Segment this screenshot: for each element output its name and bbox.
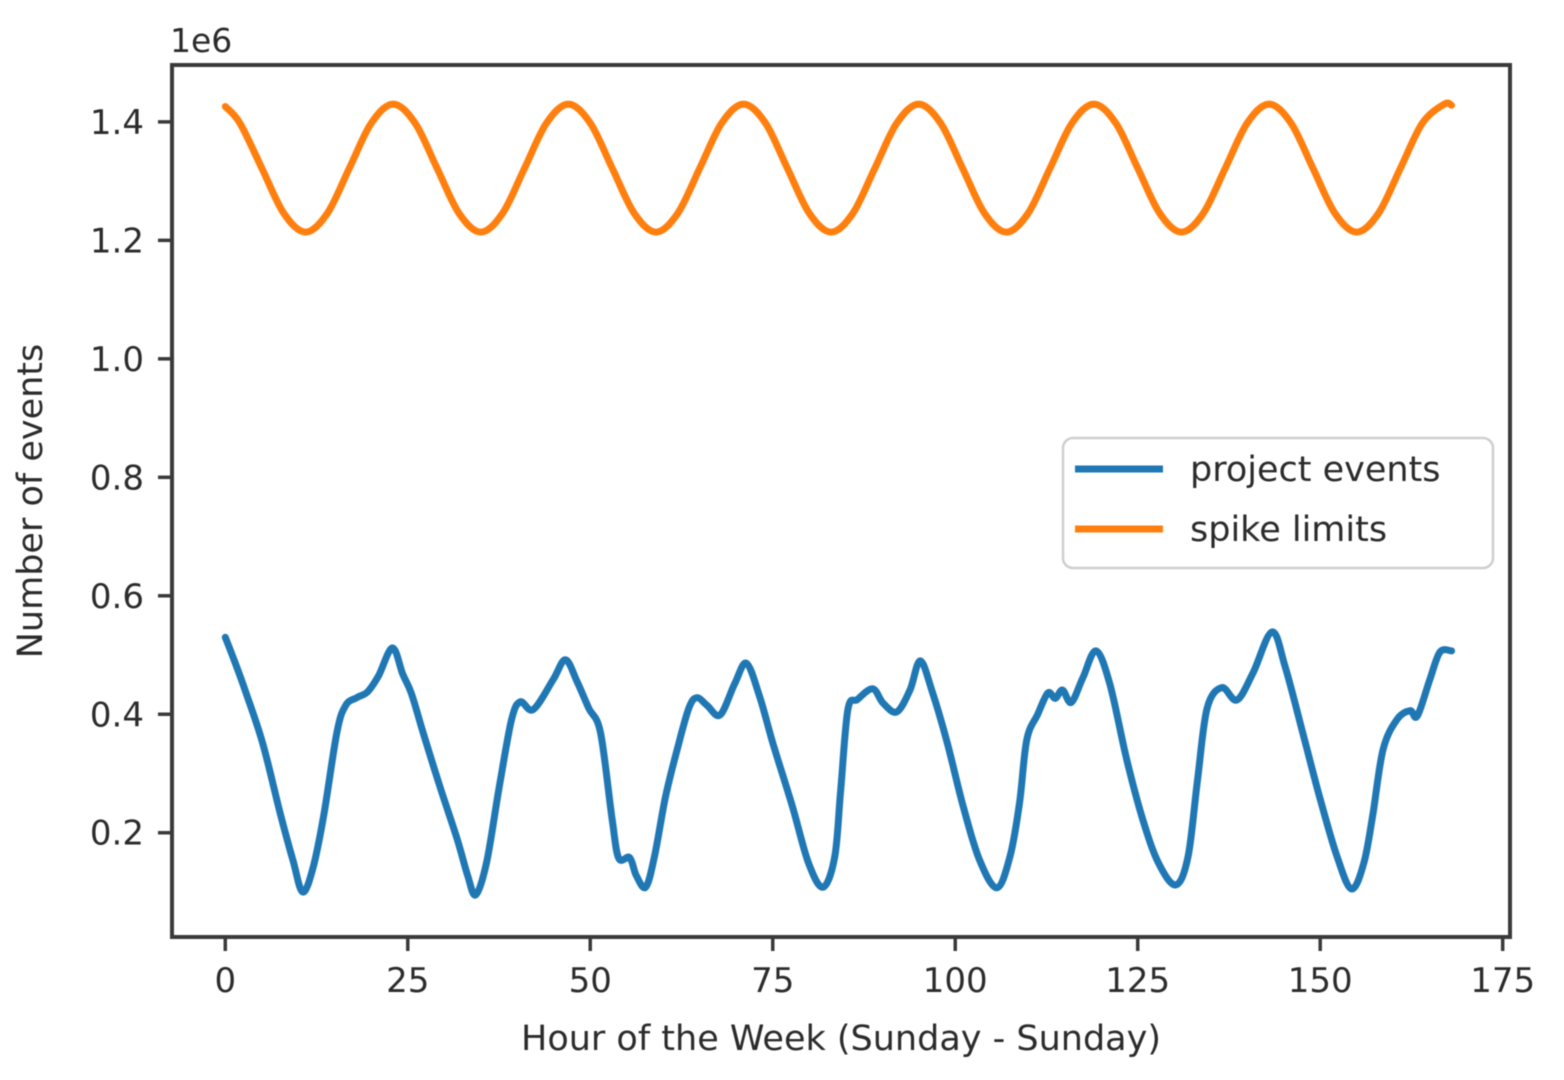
y-tick-label: 0.8 <box>90 458 144 498</box>
x-tick-label: 100 <box>923 961 988 1001</box>
legend-frame <box>1061 436 1495 570</box>
x-axis-ticks: 0 25 50 75 100 125 150 175 <box>214 937 1535 1001</box>
x-tick-label: 0 <box>214 961 236 1001</box>
y-tick-label: 1.2 <box>90 221 144 261</box>
y-tick-label: 1.0 <box>90 340 144 380</box>
legend-label-project-events: project events <box>1190 450 1441 490</box>
y-tick-label: 1.4 <box>90 103 144 143</box>
series-line-project-events <box>221 628 1456 899</box>
y-tick-label: 0.4 <box>90 695 144 735</box>
y-tick-label: 0.6 <box>90 577 144 617</box>
x-tick-label: 150 <box>1288 961 1353 1001</box>
legend-entry-spike-limits: spike limits <box>1075 510 1387 550</box>
x-axis-label: Hour of the Week (Sunday - Sunday) <box>521 1019 1161 1059</box>
y-axis-ticks: 0.2 0.4 0.6 0.8 1.0 1.2 1.4 <box>90 103 172 854</box>
y-tick-label: 0.2 <box>90 814 144 854</box>
legend-label-spike-limits: spike limits <box>1190 510 1387 550</box>
legend: project events spike limits <box>1061 436 1495 570</box>
x-tick-label: 125 <box>1105 961 1170 1001</box>
x-tick-label: 50 <box>569 961 612 1001</box>
series-line-spike-limits <box>221 99 1456 236</box>
x-tick-label: 25 <box>386 961 429 1001</box>
y-offset-label: 1e6 <box>170 21 232 60</box>
x-tick-label: 75 <box>751 961 794 1001</box>
plot-border <box>170 63 1512 939</box>
y-axis-label: Number of events <box>11 344 51 659</box>
series-lines <box>221 99 1456 899</box>
legend-entry-project-events: project events <box>1075 450 1441 490</box>
x-tick-label: 175 <box>1470 961 1535 1001</box>
